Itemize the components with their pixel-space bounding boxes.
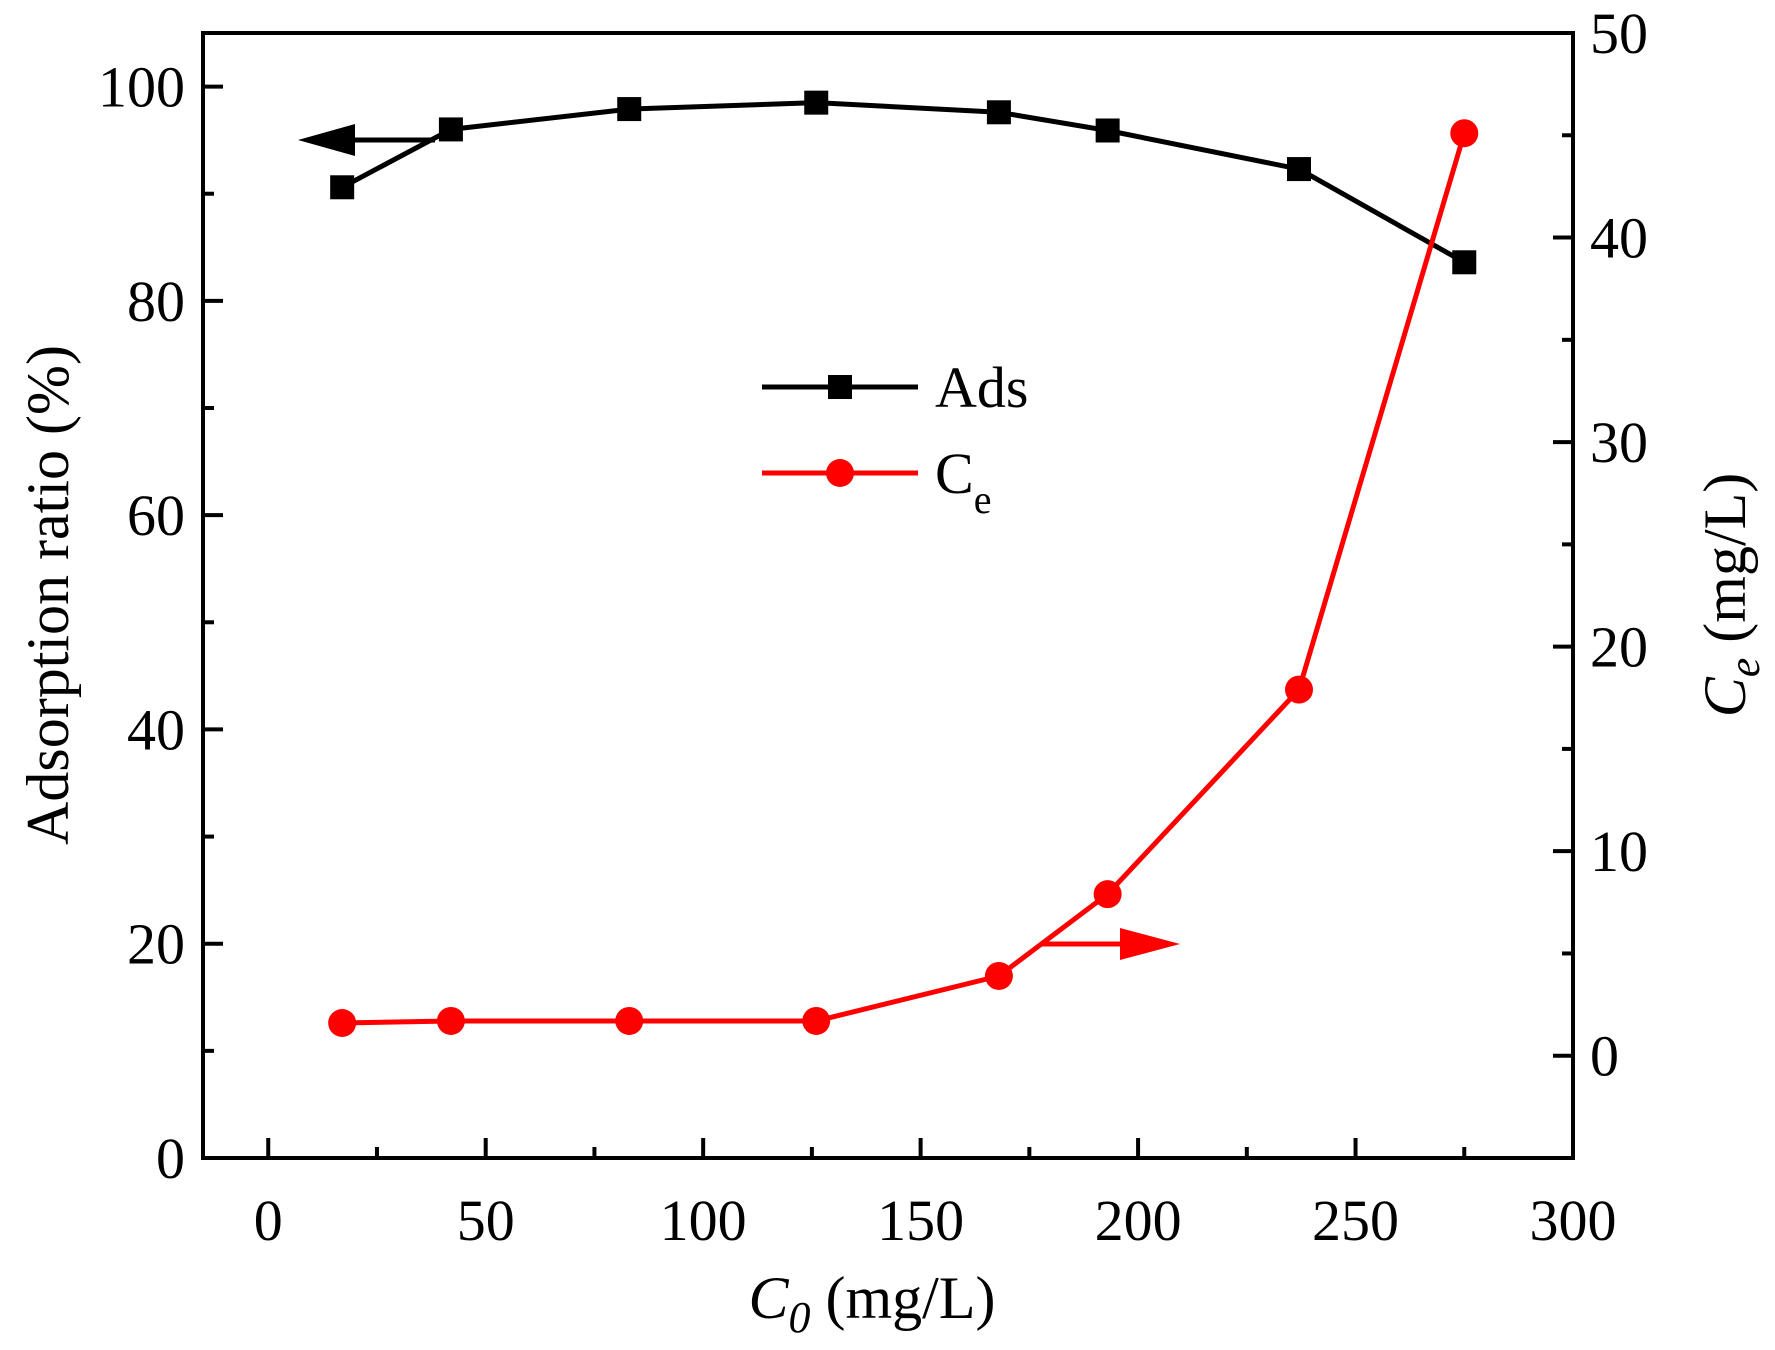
y-left-tick-label: 80 — [127, 269, 185, 334]
data-point — [330, 175, 355, 200]
y-left-tick-label: 40 — [127, 697, 185, 762]
x-axis-title: C0 (mg/L) — [749, 1265, 996, 1342]
y-left-tick-label: 60 — [127, 483, 185, 548]
left-axis-arrow — [298, 124, 435, 156]
right-axis-arrow — [1040, 928, 1180, 960]
x-tick-label: 250 — [1312, 1188, 1399, 1253]
data-point — [804, 90, 829, 115]
data-point — [615, 1006, 644, 1035]
data-point — [436, 1006, 465, 1035]
data-point — [1093, 880, 1122, 909]
data-point — [984, 961, 1013, 990]
data-point — [986, 100, 1011, 125]
data-point — [1450, 119, 1479, 148]
x-tick-label: 100 — [660, 1188, 747, 1253]
data-point — [328, 1009, 357, 1037]
x-tick-label: 200 — [1095, 1188, 1182, 1253]
plot-frame — [201, 31, 1575, 1160]
x-tick-label: 0 — [254, 1188, 283, 1253]
legend: Ads Ce — [762, 355, 1028, 522]
series-layer — [328, 90, 1479, 1037]
y-right-tick-label: 50 — [1590, 1, 1648, 66]
y-axis-left-title: Adsorption ratio (%) — [15, 345, 81, 845]
x-tick-label: 150 — [877, 1188, 964, 1253]
series-ce — [328, 119, 1479, 1037]
y-axis-right-title: Ce (mg/L) — [1692, 473, 1769, 718]
series-ads — [330, 90, 1477, 275]
legend-label-ads: Ads — [935, 355, 1028, 420]
x-axis-ticks: 0 50 100 150 200 250 300 — [254, 1138, 1617, 1253]
y-right-tick-label: 40 — [1590, 206, 1648, 271]
x-tick-label: 300 — [1530, 1188, 1617, 1253]
y-left-tick-label: 100 — [98, 55, 185, 120]
series-line — [342, 132, 1467, 1026]
legend-item-ce: Ce — [762, 441, 991, 522]
y-right-tick-label: 20 — [1590, 615, 1648, 680]
x-tick-label: 50 — [457, 1188, 515, 1253]
y-axis-left-ticks: 0 20 40 60 80 100 — [98, 55, 223, 1191]
data-point — [1285, 675, 1313, 704]
data-point — [1095, 118, 1120, 143]
data-point — [1287, 157, 1311, 182]
y-left-tick-label: 20 — [127, 912, 185, 977]
data-point — [1452, 250, 1477, 275]
y-right-tick-label: 10 — [1590, 819, 1648, 884]
legend-item-ads: Ads — [762, 355, 1028, 420]
data-point — [802, 1006, 831, 1035]
y-axis-right-ticks: 0 10 20 30 40 50 — [1553, 1, 1648, 1160]
data-point — [617, 97, 642, 122]
y-right-tick-label: 0 — [1590, 1024, 1619, 1089]
y-left-tick-label: 0 — [156, 1126, 185, 1191]
series-line — [341, 100, 1466, 265]
data-point — [438, 117, 463, 142]
y-right-tick-label: 30 — [1590, 410, 1648, 475]
legend-label-ce: Ce — [935, 441, 991, 522]
